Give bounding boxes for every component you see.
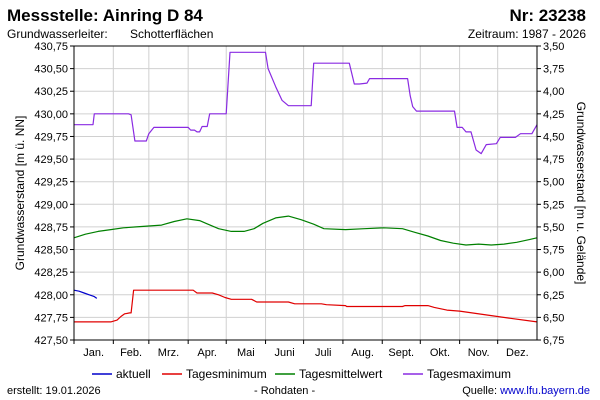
y-axis-right: 6,75 6,50 6,25 6,00 5,75 5,50 5,25 5,00 4,75 4,50… <box>537 41 564 347</box>
y-tick-label-left: 430,25 <box>34 86 68 98</box>
y-tick-label-left: 427,50 <box>34 335 68 347</box>
x-axis: Jan. Feb. Mrz. Apr. Mai Juni Juli Aug. Sept. Okt.… <box>73 340 529 359</box>
y-axis-label-left: Grundwasserstand [m ü. NN] <box>13 116 27 271</box>
y-tick-label-left: 428,00 <box>34 290 68 302</box>
legend-label-tagesmaximum: Tagesmaximum <box>427 367 511 381</box>
legend-label-tagesmittelwert: Tagesmittelwert <box>299 367 383 381</box>
station-title: Messstelle: Ainring D 84 <box>7 6 203 25</box>
y-tick-label-right: 4,25 <box>543 109 564 121</box>
legend-label-tagesminimum: Tagesminimum <box>186 367 267 381</box>
plot-frame <box>73 45 538 341</box>
x-tick-label: Nov. <box>468 347 490 359</box>
y-tick-label-right: 4,00 <box>543 86 564 98</box>
series-line-tagesmittelwert <box>73 215 538 246</box>
rawdata-note: - Rohdaten - <box>254 385 316 397</box>
period-label: Zeitraum: 1987 - 2026 <box>467 27 586 41</box>
series-line-tagesminimum <box>74 289 538 323</box>
y-tick-label-right: 5,00 <box>543 177 564 189</box>
y-tick-label-left: 430,00 <box>34 109 68 121</box>
y-tick-label-right: 4,50 <box>543 131 564 143</box>
y-tick-label-right: 5,75 <box>543 245 564 257</box>
aquifer-value: Schotterflächen <box>130 27 214 41</box>
x-tick-label: Feb. <box>120 347 142 359</box>
y-tick-label-left: 427,75 <box>34 312 68 324</box>
y-tick-label-right: 6,00 <box>543 267 564 279</box>
x-tick-label: Dez. <box>506 347 529 359</box>
series-line-tagesmaximum <box>74 51 538 155</box>
source-credit: Quelle: www.lfu.bayern.de <box>462 385 590 397</box>
x-tick-label: Juni <box>274 347 294 359</box>
x-tick-label: Aug. <box>351 347 374 359</box>
y-tick-label-right: 4,75 <box>543 154 564 166</box>
y-tick-label-left: 430,75 <box>34 41 68 53</box>
x-tick-label: Jan. <box>83 347 104 359</box>
x-tick-label: Mai <box>237 347 255 359</box>
y-axis-label-right: Grundwasserstand [m u. Gelände] <box>574 102 588 285</box>
series-line-aktuell <box>73 289 98 299</box>
y-tick-label-left: 428,75 <box>34 222 68 234</box>
legend-label-aktuell: aktuell <box>116 367 151 381</box>
y-tick-label-left: 430,50 <box>34 64 68 76</box>
aquifer-label: Grundwasserleiter: <box>7 27 108 41</box>
x-tick-label: Mrz. <box>158 347 179 359</box>
y-tick-label-left: 429,75 <box>34 131 68 143</box>
y-tick-label-left: 429,25 <box>34 177 68 189</box>
y-tick-label-right: 6,50 <box>543 312 564 324</box>
y-tick-label-right: 5,50 <box>543 222 564 234</box>
x-tick-label: Apr. <box>197 347 217 359</box>
x-tick-label: Sept. <box>388 347 414 359</box>
source-label: Quelle: <box>462 385 498 397</box>
y-axis-left: 427,50 427,75 428,00 428,25 428,50 428,75 429,… <box>34 41 74 347</box>
x-tick-label: Okt. <box>430 347 450 359</box>
source-link[interactable]: www.lfu.bayern.de <box>500 385 590 397</box>
y-tick-label-right: 6,25 <box>543 290 564 302</box>
series-layer <box>73 51 538 323</box>
y-tick-label-left: 428,50 <box>34 245 68 257</box>
legend: aktuell Tagesminimum Tagesmittelwert Tagesm… <box>92 367 511 381</box>
created-date: erstellt: 19.01.2026 <box>7 385 101 397</box>
y-tick-label-right: 5,25 <box>543 199 564 211</box>
y-tick-label-left: 429,50 <box>34 154 68 166</box>
station-number: Nr: 23238 <box>509 6 586 25</box>
y-tick-label-left: 429,00 <box>34 199 68 211</box>
x-tick-label: Juli <box>315 347 332 359</box>
y-tick-label-left: 428,25 <box>34 267 68 279</box>
grid-lines <box>74 46 537 340</box>
y-tick-label-right: 6,75 <box>543 335 564 347</box>
y-tick-label-right: 3,50 <box>543 41 564 53</box>
y-tick-label-right: 3,75 <box>543 64 564 76</box>
